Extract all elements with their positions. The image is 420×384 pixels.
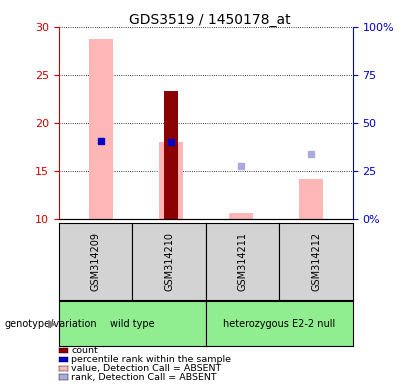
Bar	[228, 213, 253, 219]
Text: GSM314209: GSM314209	[91, 232, 100, 291]
Text: GDS3519 / 1450178_at: GDS3519 / 1450178_at	[129, 13, 291, 27]
Text: rank, Detection Call = ABSENT: rank, Detection Call = ABSENT	[71, 372, 217, 382]
Text: percentile rank within the sample: percentile rank within the sample	[71, 355, 231, 364]
Text: value, Detection Call = ABSENT: value, Detection Call = ABSENT	[71, 364, 222, 373]
Text: GSM314210: GSM314210	[164, 232, 174, 291]
Text: genotype/variation: genotype/variation	[4, 318, 97, 329]
Text: GSM314212: GSM314212	[311, 232, 321, 291]
Bar	[164, 91, 178, 219]
Bar	[89, 40, 113, 219]
Text: GSM314211: GSM314211	[238, 232, 247, 291]
Text: count: count	[71, 346, 98, 355]
Text: ▶: ▶	[48, 318, 57, 329]
Bar	[299, 179, 323, 219]
Text: heterozygous E2-2 null: heterozygous E2-2 null	[223, 318, 336, 329]
Bar	[159, 142, 183, 219]
Text: wild type: wild type	[110, 318, 155, 329]
